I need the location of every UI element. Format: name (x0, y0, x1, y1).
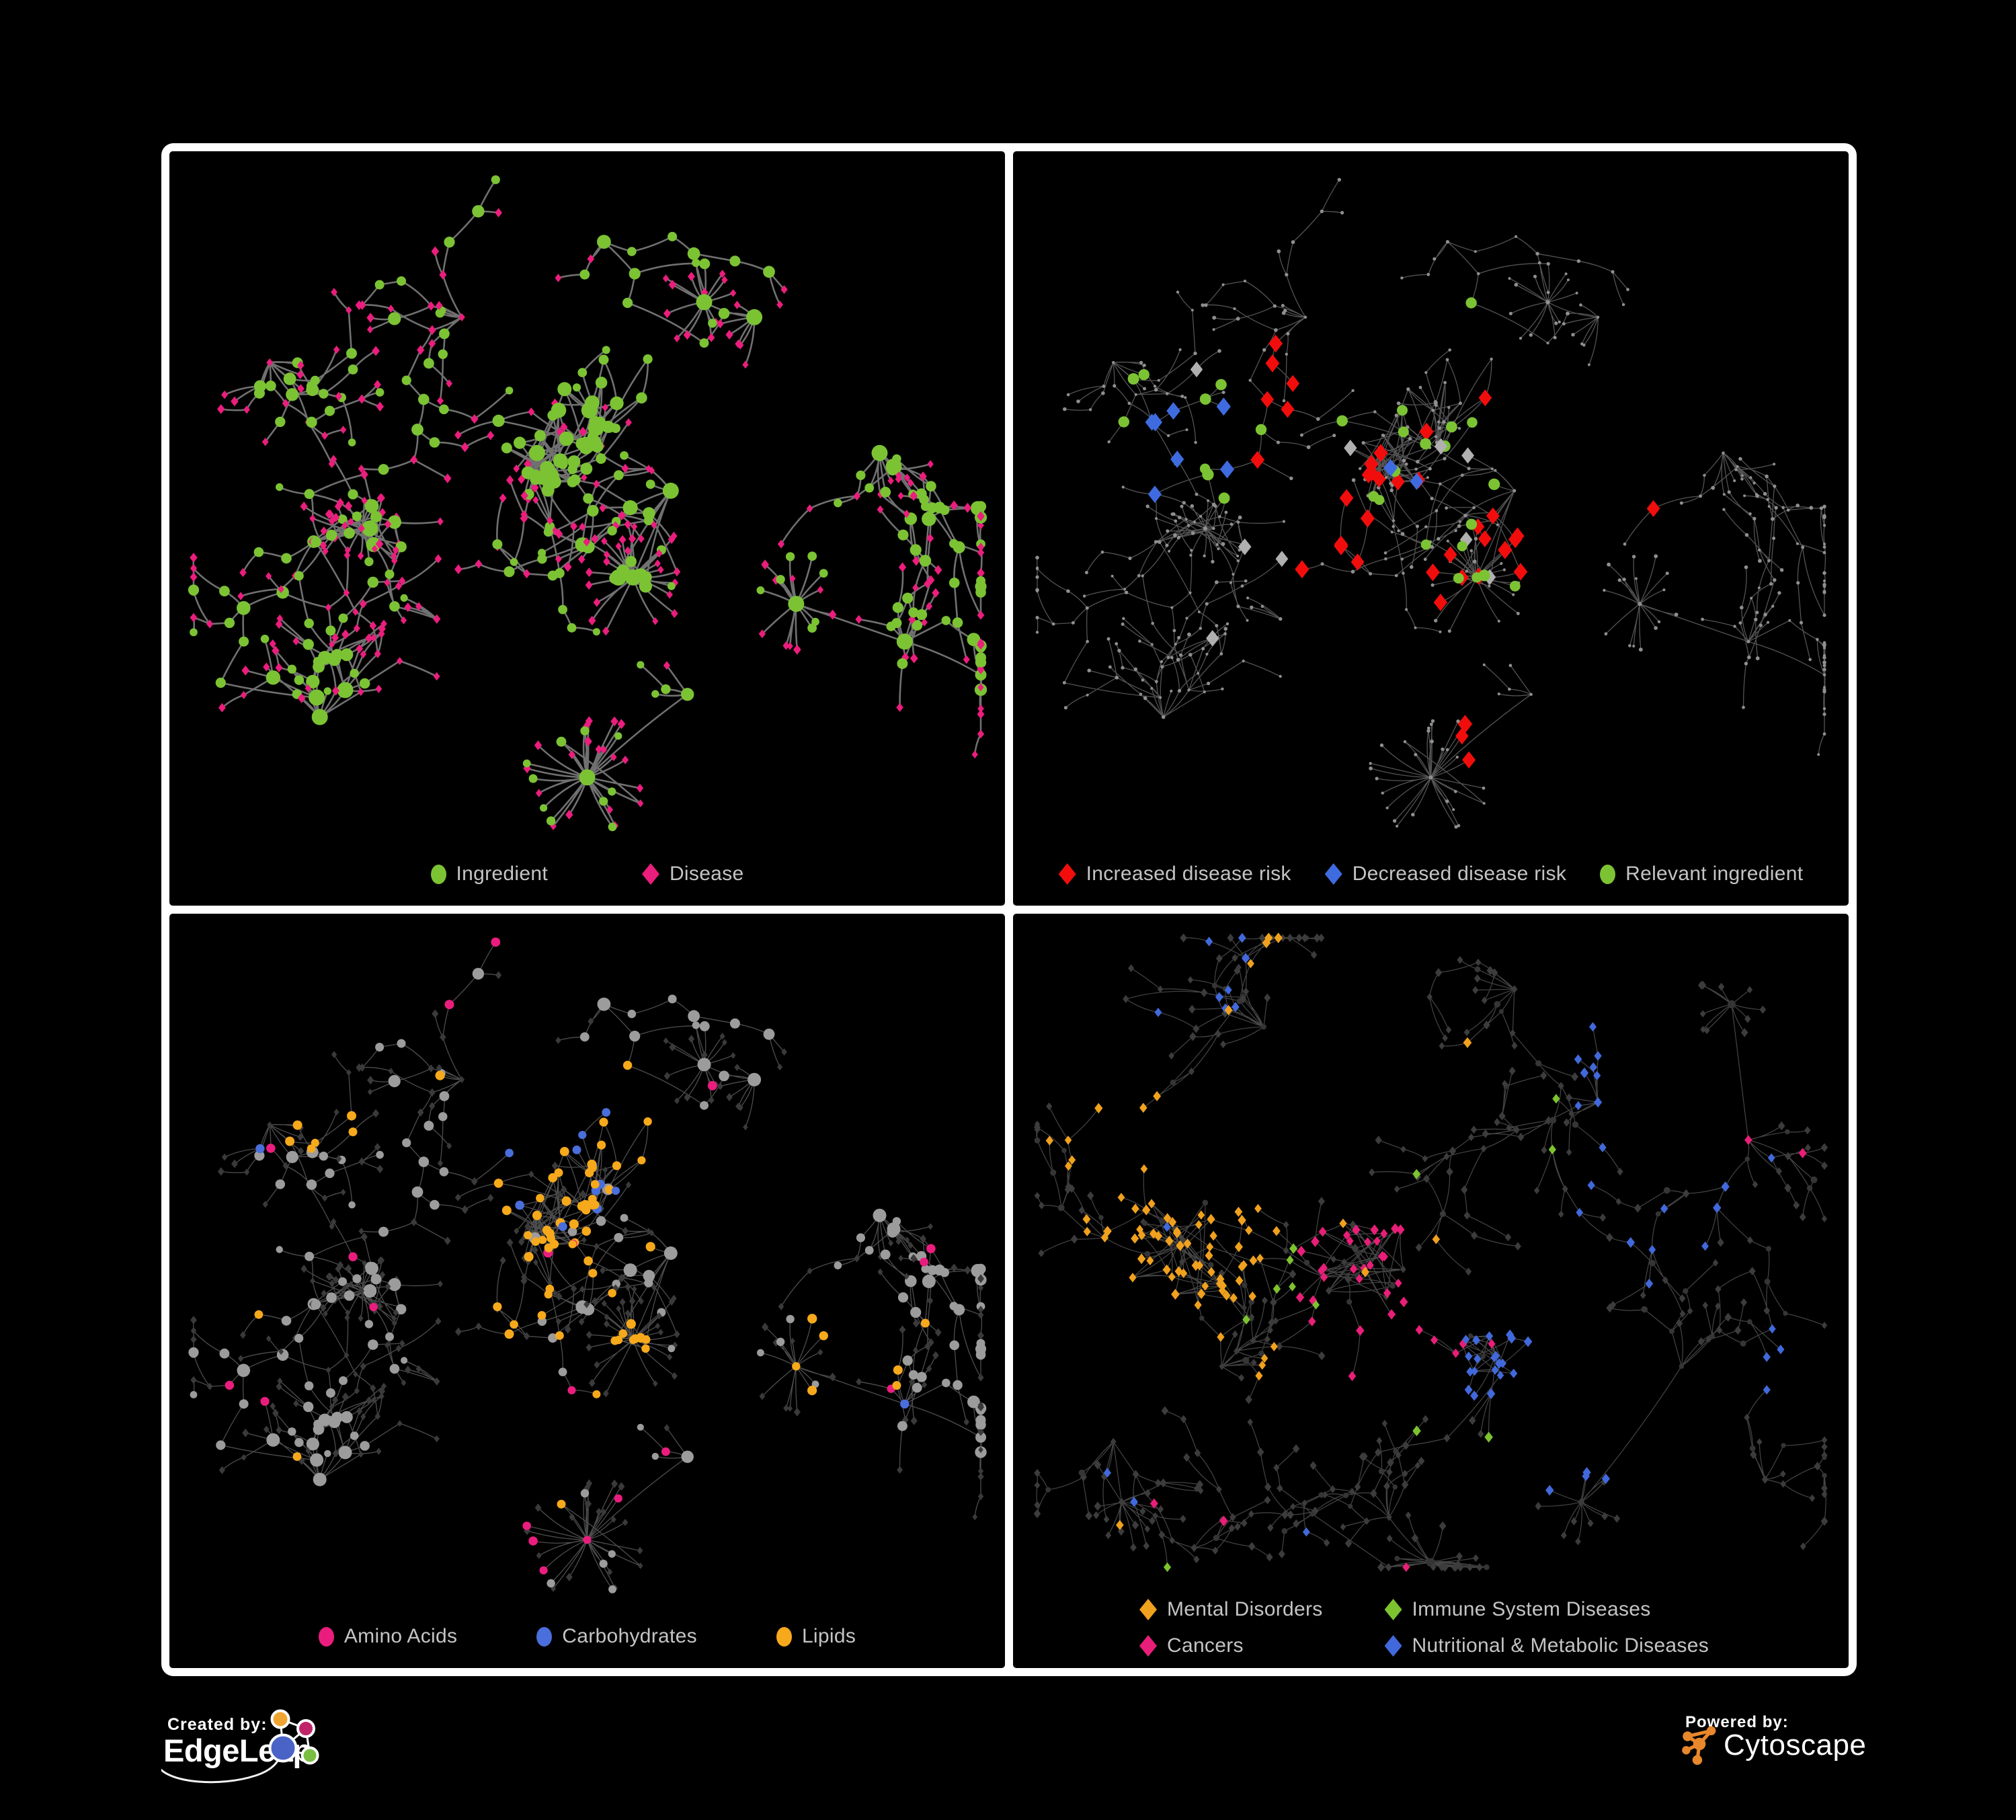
diamond-marker-icon (1384, 1599, 1402, 1620)
legend-label: Disease (669, 863, 744, 885)
cytoscape-logo-icon (1682, 1726, 1716, 1765)
legend-item: Increased disease risk (1058, 863, 1291, 885)
diamond-marker-icon (1384, 1635, 1402, 1657)
network-graph (1033, 933, 1828, 1573)
cytoscape-brand: Cytoscape (1681, 1725, 1866, 1766)
legend: Amino Acids Carbohydrates Lipids (169, 1625, 1005, 1648)
figure-board: Ingredient Disease Increased disease risk… (161, 143, 1857, 1676)
powered-by-label: Powered by: (1685, 1713, 1789, 1731)
legend-item: Immune System Diseases (1384, 1598, 1709, 1621)
panel-disease-category-network: Mental Disorders Cancers Immune System Dis… (1013, 914, 1849, 1668)
panel-disease-risk-network: Increased disease risk Decreased disease … (1013, 151, 1849, 906)
panel-ingredient-disease-network: Ingredient Disease (169, 151, 1005, 906)
legend-label: Cancers (1167, 1634, 1244, 1657)
legend-item: Amino Acids (318, 1625, 458, 1648)
legend-label: Increased disease risk (1086, 863, 1291, 885)
network-graph (188, 175, 987, 832)
legend-label: Immune System Diseases (1412, 1598, 1651, 1620)
legend-item: Cancers (1139, 1634, 1323, 1657)
ellipse-marker-icon (776, 1626, 792, 1647)
legend-item: Decreased disease risk (1324, 863, 1567, 885)
panel-nutrient-class-network: Amino Acids Carbohydrates Lipids (169, 914, 1005, 1668)
legend-label: Amino Acids (344, 1625, 458, 1647)
diamond-marker-icon (1324, 863, 1342, 885)
ellipse-marker-icon (318, 1626, 334, 1647)
edgeleap-logo-icon (161, 1709, 319, 1784)
legend: Increased disease risk Decreased disease … (1013, 863, 1849, 885)
legend-item: Relevant ingredient (1600, 863, 1803, 885)
legend-item: Carbohydrates (536, 1625, 697, 1648)
diamond-marker-icon (1139, 1635, 1157, 1657)
legend-item: Ingredient (430, 863, 548, 885)
legend-label: Mental Disorders (1167, 1598, 1323, 1620)
legend-label: Lipids (801, 1625, 856, 1647)
legend-item: Disease (641, 863, 744, 885)
ellipse-marker-icon (536, 1626, 553, 1647)
ellipse-marker-icon (1600, 864, 1616, 884)
legend-label: Carbohydrates (562, 1625, 697, 1647)
legend-item: Lipids (776, 1625, 856, 1648)
legend-label: Decreased disease risk (1352, 863, 1567, 885)
ellipse-marker-icon (430, 864, 446, 884)
cytoscape-wordmark: Cytoscape (1724, 1729, 1867, 1762)
legend: Ingredient Disease (169, 863, 1005, 885)
network-graph (188, 937, 987, 1593)
legend-label: Nutritional & Metabolic Diseases (1412, 1634, 1709, 1657)
network-graph (1035, 177, 1826, 829)
legend-item: Mental Disorders (1139, 1598, 1323, 1621)
legend-item: Nutritional & Metabolic Diseases (1384, 1634, 1709, 1657)
legend: Mental Disorders Cancers Immune System Dis… (1139, 1598, 1709, 1657)
diamond-marker-icon (1139, 1599, 1157, 1620)
diamond-marker-icon (641, 863, 659, 885)
created-by-label: Created by: (167, 1715, 268, 1734)
legend-label: Ingredient (456, 863, 548, 885)
legend-label: Relevant ingredient (1625, 863, 1804, 885)
diamond-marker-icon (1058, 863, 1076, 885)
